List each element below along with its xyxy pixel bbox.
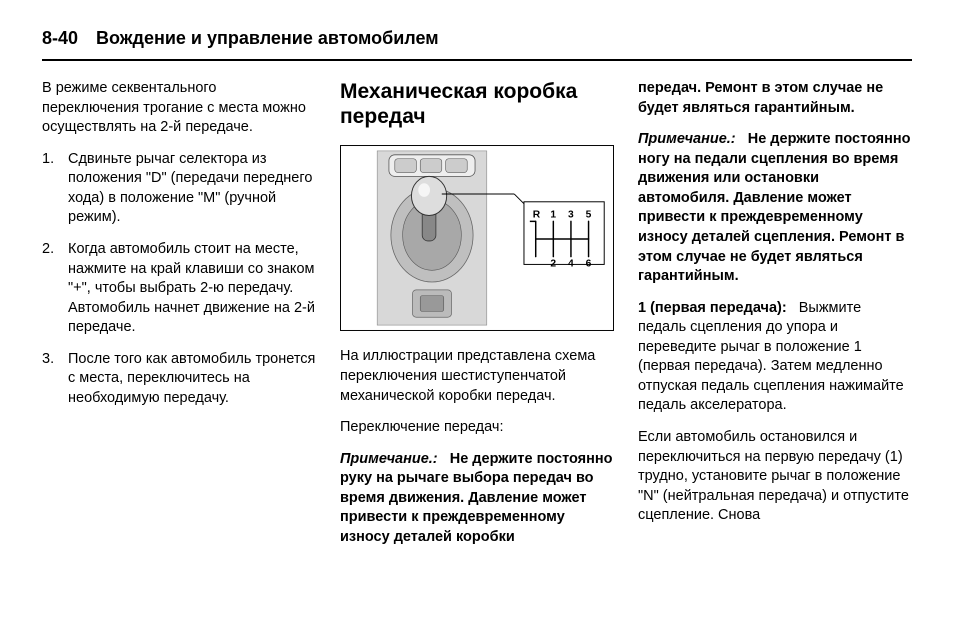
chapter-title: Вождение и управление автомобилем [96,28,439,49]
column-right: передач. Ремонт в этом случае не будет я… [638,79,912,559]
step-text: Сдвиньте рычаг селектора из положения "D… [68,150,316,228]
page-number: 8-40 [42,28,78,49]
step-number: 2. [42,240,60,338]
document-page: 8-40 Вождение и управление автомобилем В… [0,0,954,638]
step-number: 1. [42,150,60,228]
text-columns: В режиме секвентального переключения тро… [42,79,912,559]
note-text: Не держите постоянно ногу на педали сцеп… [638,131,911,284]
page-header: 8-40 Вождение и управление автомобилем [42,28,912,55]
note-label: Примечание.: [340,451,438,467]
svg-text:5: 5 [586,210,592,221]
illustration-caption: На иллюстрации представлена схема перекл… [340,347,614,406]
note-1: Примечание.: Не держите постоянно руку н… [340,450,614,548]
note-label: Примечание.: [638,131,736,147]
column-left: В режиме секвентального переключения тро… [42,79,316,559]
svg-text:R: R [533,210,541,221]
svg-text:1: 1 [550,210,556,221]
svg-text:2: 2 [550,259,556,270]
header-divider [42,59,912,61]
note-1-continuation: передач. Ремонт в этом случае не будет я… [638,79,912,118]
step-text: Когда автомобиль стоит на месте, нажмите… [68,240,316,338]
svg-text:3: 3 [568,210,574,221]
svg-text:4: 4 [568,259,574,270]
restart-paragraph: Если автомобиль остановился и переключит… [638,428,912,526]
svg-text:6: 6 [586,259,592,270]
first-gear-label: 1 (первая передача): [638,300,787,316]
note-2: Примечание.: Не держите постоянно ногу н… [638,130,912,287]
step-text: После того как автомобиль тронется с мес… [68,350,316,409]
section-title: Механическая коробка передач [340,79,614,129]
column-middle: Механическая коробка передач [340,79,614,559]
switching-label: Переключение передач: [340,418,614,438]
step-item: 1. Сдвиньте рычаг селектора из положения… [42,150,316,228]
steps-list: 1. Сдвиньте рычаг селектора из положения… [42,150,316,409]
first-gear-text: Выжмите педаль сцепления до упора и пере… [638,300,904,414]
step-item: 3. После того как автомобиль тронется с … [42,350,316,409]
step-item: 2. Когда автомобиль стоит на месте, нажм… [42,240,316,338]
intro-paragraph: В режиме секвентального переключения тро… [42,79,316,138]
first-gear-paragraph: 1 (первая передача): Выжмите педаль сцеп… [638,299,912,416]
gearbox-illustration: R 1 3 5 2 4 6 [340,143,614,333]
step-number: 3. [42,350,60,409]
